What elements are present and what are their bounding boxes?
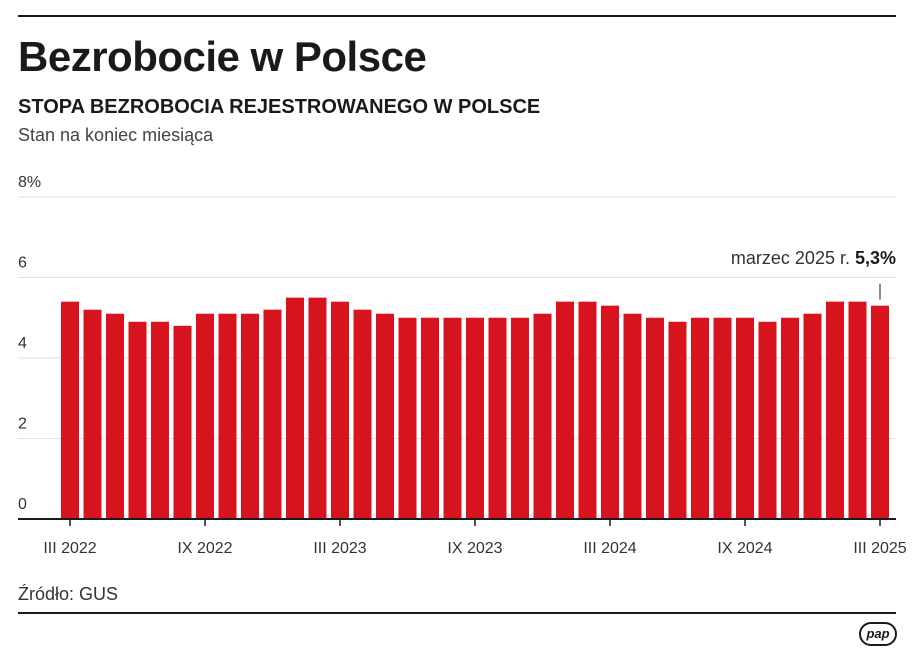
- bar: [533, 313, 552, 519]
- x-tick-label: III 2025: [853, 540, 906, 557]
- annotation-label: marzec 2025 r. 5,3%: [731, 248, 896, 268]
- pap-logo: pap: [859, 622, 897, 646]
- bottom-rule: [18, 612, 896, 614]
- bar: [353, 309, 372, 519]
- bar: [848, 301, 867, 519]
- bar: [781, 317, 799, 519]
- bar: [196, 313, 214, 519]
- bar: [376, 313, 394, 519]
- bar: [421, 317, 439, 519]
- y-tick-label: 6: [18, 255, 27, 272]
- x-tick-label: IX 2024: [717, 540, 772, 557]
- bar: [601, 305, 619, 519]
- bar: [511, 317, 529, 519]
- bar: [218, 313, 237, 519]
- bar: [151, 321, 169, 519]
- bar: [668, 321, 687, 519]
- bar: [758, 321, 777, 519]
- bar: [61, 301, 79, 519]
- source-label: Źródło: GUS: [18, 584, 119, 604]
- bar: [331, 301, 349, 519]
- y-tick-label: 4: [18, 335, 27, 352]
- top-rule: [18, 15, 896, 17]
- bar: [173, 325, 192, 519]
- bar: [556, 301, 574, 519]
- bar: [263, 309, 282, 519]
- chart-subtitle: STOPA BEZROBOCIA REJESTROWANEGO W POLSCE: [18, 96, 541, 118]
- bar: [466, 317, 484, 519]
- bar: [826, 301, 844, 519]
- x-tick-label: III 2023: [313, 540, 366, 557]
- bar: [691, 317, 709, 519]
- y-tick-label: 2: [18, 416, 27, 433]
- bar: [398, 317, 417, 519]
- bar: [871, 305, 889, 519]
- bar: [623, 313, 642, 519]
- x-tick-label: IX 2022: [177, 540, 232, 557]
- chart-note: Stan na koniec miesiąca: [18, 125, 214, 145]
- x-tick-label: III 2024: [583, 540, 636, 557]
- bar: [803, 313, 822, 519]
- bar: [713, 317, 732, 519]
- bar: [443, 317, 462, 519]
- bar: [646, 317, 664, 519]
- bar: [106, 313, 124, 519]
- bar: [286, 297, 304, 519]
- y-tick-label: 0: [18, 496, 27, 513]
- bar: [241, 313, 259, 519]
- bar: [736, 317, 754, 519]
- bar: [128, 321, 147, 519]
- page-title: Bezrobocie w Polsce: [18, 33, 427, 80]
- bar: [308, 297, 327, 519]
- bar: [578, 301, 597, 519]
- x-tick-label: IX 2023: [447, 540, 502, 557]
- bar: [83, 309, 102, 519]
- x-tick-label: III 2022: [43, 540, 96, 557]
- y-tick-label: 8%: [18, 174, 41, 191]
- bar: [488, 317, 507, 519]
